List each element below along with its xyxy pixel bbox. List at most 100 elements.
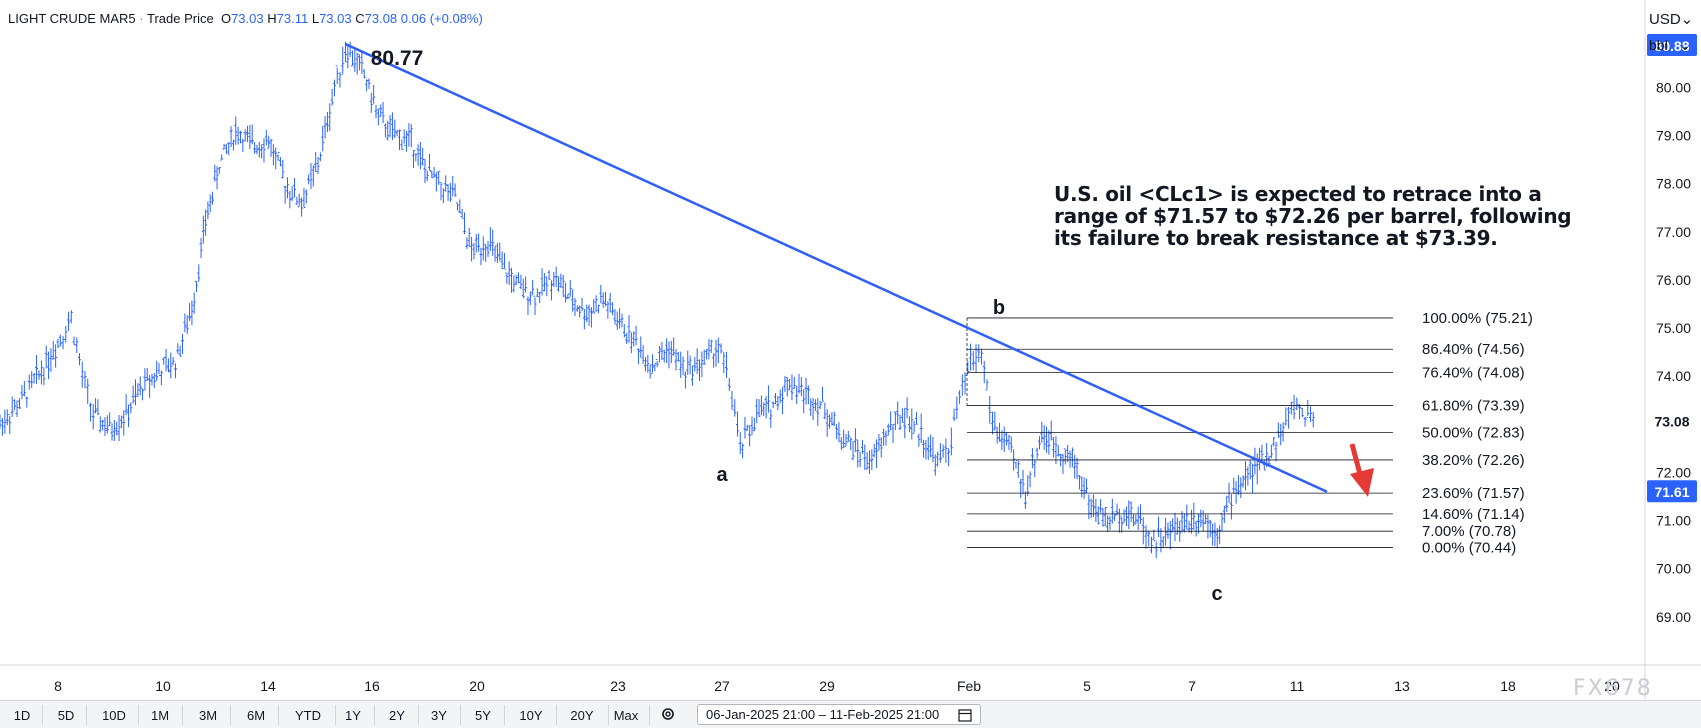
- period-button-10d[interactable]: 10D: [102, 707, 126, 723]
- toolbar-divider: [335, 705, 336, 725]
- legend-high-value: 73.11: [276, 11, 309, 26]
- toolbar-divider: [649, 705, 650, 725]
- wave-label-c: c: [1211, 583, 1222, 605]
- price-badge-label: 73.08: [1654, 413, 1689, 429]
- x-tick-label: 10: [155, 678, 171, 694]
- unit-selector[interactable]: bbl ⌄: [1645, 32, 1695, 58]
- price-chart[interactable]: 80.0079.0078.0077.0076.0075.0074.0073.00…: [0, 0, 1701, 700]
- period-button-max[interactable]: Max: [613, 707, 639, 723]
- y-tick-label: 76.00: [1656, 272, 1691, 288]
- toolbar-divider: [556, 705, 557, 725]
- bottom-toolbar: 1D 5D 10D 1M 3M 6M YTD 1Y 2Y 3Y 5Y 10Y 20Y Max 06-Jan…: [0, 700, 1701, 728]
- chevron-down-icon: ⌄: [1679, 36, 1691, 53]
- toolbar-divider: [374, 705, 375, 725]
- legend-high-label: H: [267, 11, 277, 26]
- fib-level-label: 100.00% (75.21): [1422, 310, 1533, 327]
- x-tick-label: 5: [1083, 678, 1091, 694]
- toolbar-divider: [278, 705, 279, 725]
- y-tick-label: 79.00: [1656, 128, 1691, 144]
- toolbar-divider: [42, 705, 43, 725]
- period-button-5d[interactable]: 5D: [57, 707, 75, 723]
- legend-low-value: 73.03: [319, 11, 352, 26]
- x-tick-label: 16: [364, 678, 380, 694]
- y-tick-label: 78.00: [1656, 176, 1691, 192]
- price-badge-label: 80.88: [1654, 38, 1689, 54]
- resistance-trendline: [344, 42, 1328, 493]
- x-tick-label: Feb: [957, 678, 981, 694]
- fib-level-label: 86.40% (74.56): [1422, 341, 1525, 358]
- chart-legend: LIGHT CRUDE MAR5 · Trade Price O73.03 H7…: [8, 11, 483, 26]
- legend-open-label: O: [220, 11, 232, 26]
- legend-close-label: C: [355, 11, 365, 26]
- fib-level-label: 23.60% (71.57): [1422, 485, 1525, 502]
- legend-price-type: Trade Price: [146, 11, 214, 26]
- fib-level-label: 0.00% (70.44): [1422, 540, 1516, 557]
- period-button-2y[interactable]: 2Y: [389, 707, 405, 723]
- legend-open-value: 73.03: [231, 11, 264, 26]
- annotation-line: U.S. oil <CLc1> is expected to retrace i…: [1054, 182, 1542, 206]
- unit-label: bbl: [1649, 37, 1668, 53]
- y-tick-label: 80.00: [1656, 79, 1691, 95]
- period-button-3y[interactable]: 3Y: [431, 707, 447, 723]
- currency-label: USD: [1649, 10, 1681, 28]
- legend-close-value: 73.08: [364, 11, 398, 26]
- x-tick-label: 7: [1188, 678, 1196, 694]
- toolbar-divider: [608, 705, 609, 725]
- watermark-logo: FX678: [1573, 676, 1653, 701]
- period-button-5y[interactable]: 5Y: [475, 707, 491, 723]
- wave-label-b: b: [993, 297, 1005, 319]
- y-tick-label: 74.00: [1656, 368, 1691, 384]
- price-badge-label: 71.61: [1654, 484, 1689, 500]
- chevron-down-icon: ⌄: [1680, 11, 1694, 28]
- legend-separator: ·: [139, 11, 144, 26]
- toolbar-divider: [86, 705, 87, 725]
- fib-level-label: 61.80% (73.39): [1422, 398, 1525, 415]
- price-badge: [1647, 34, 1697, 57]
- y-tick-label: 75.00: [1656, 320, 1691, 336]
- period-button-1y[interactable]: 1Y: [345, 707, 361, 723]
- legend-symbol: LIGHT CRUDE MAR5: [8, 11, 136, 26]
- period-button-3m[interactable]: 3M: [198, 707, 218, 723]
- wave-label-a: a: [716, 464, 728, 486]
- price-badge: [1647, 409, 1697, 432]
- annotation-line: range of $71.57 to $72.26 per barrel, fo…: [1054, 204, 1571, 228]
- y-tick-label: 69.00: [1656, 609, 1691, 625]
- date-range-text: 06-Jan-2025 21:00 – 11-Feb-2025 21:00: [706, 707, 940, 722]
- x-tick-label: 23: [610, 678, 626, 694]
- toolbar-divider: [460, 705, 461, 725]
- x-tick-label: 29: [819, 678, 835, 694]
- x-tick-label: 11: [1290, 678, 1305, 694]
- fib-level-label: 7.00% (70.78): [1422, 523, 1516, 540]
- x-tick-label: 18: [1500, 678, 1516, 694]
- x-tick-label: 8: [54, 678, 62, 694]
- toolbar-divider: [504, 705, 505, 725]
- y-tick-label: 70.00: [1656, 561, 1691, 577]
- legend-low-label: L: [311, 11, 320, 26]
- period-button-6m[interactable]: 6M: [246, 707, 266, 723]
- currency-selector[interactable]: USD ⌄: [1645, 6, 1695, 32]
- x-tick-label: 27: [714, 678, 730, 694]
- period-button-1m[interactable]: 1M: [150, 707, 170, 723]
- toolbar-divider: [138, 705, 139, 725]
- date-range-picker[interactable]: 06-Jan-2025 21:00 – 11-Feb-2025 21:00: [697, 704, 981, 725]
- fib-level-label: 50.00% (72.83): [1422, 425, 1525, 442]
- period-button-1d[interactable]: 1D: [13, 707, 31, 723]
- gear-icon[interactable]: [660, 706, 676, 727]
- fib-level-label: 76.40% (74.08): [1422, 364, 1525, 381]
- toolbar-divider: [418, 705, 419, 725]
- toolbar-divider: [182, 705, 183, 725]
- period-button-20y[interactable]: 20Y: [570, 707, 594, 723]
- y-tick-label: 77.00: [1656, 224, 1691, 240]
- peak-price-label: 80.77: [371, 47, 424, 70]
- calendar-icon: [958, 708, 972, 725]
- x-tick-label: 20: [469, 678, 485, 694]
- y-tick-label: 72.00: [1656, 464, 1691, 480]
- period-button-ytd[interactable]: YTD: [295, 707, 321, 723]
- period-button-10y[interactable]: 10Y: [519, 707, 543, 723]
- x-tick-label: 13: [1394, 678, 1410, 694]
- x-tick-label: 20: [1604, 678, 1620, 694]
- down-arrow-head: [1350, 468, 1374, 497]
- x-tick-label: 14: [260, 678, 276, 694]
- price-badge: [1647, 480, 1697, 503]
- y-tick-label: 71.00: [1656, 513, 1691, 529]
